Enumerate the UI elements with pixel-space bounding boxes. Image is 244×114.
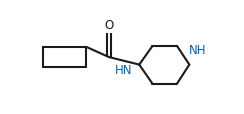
Text: O: O (104, 19, 114, 32)
Text: HN: HN (115, 63, 133, 76)
Text: NH: NH (189, 44, 207, 57)
